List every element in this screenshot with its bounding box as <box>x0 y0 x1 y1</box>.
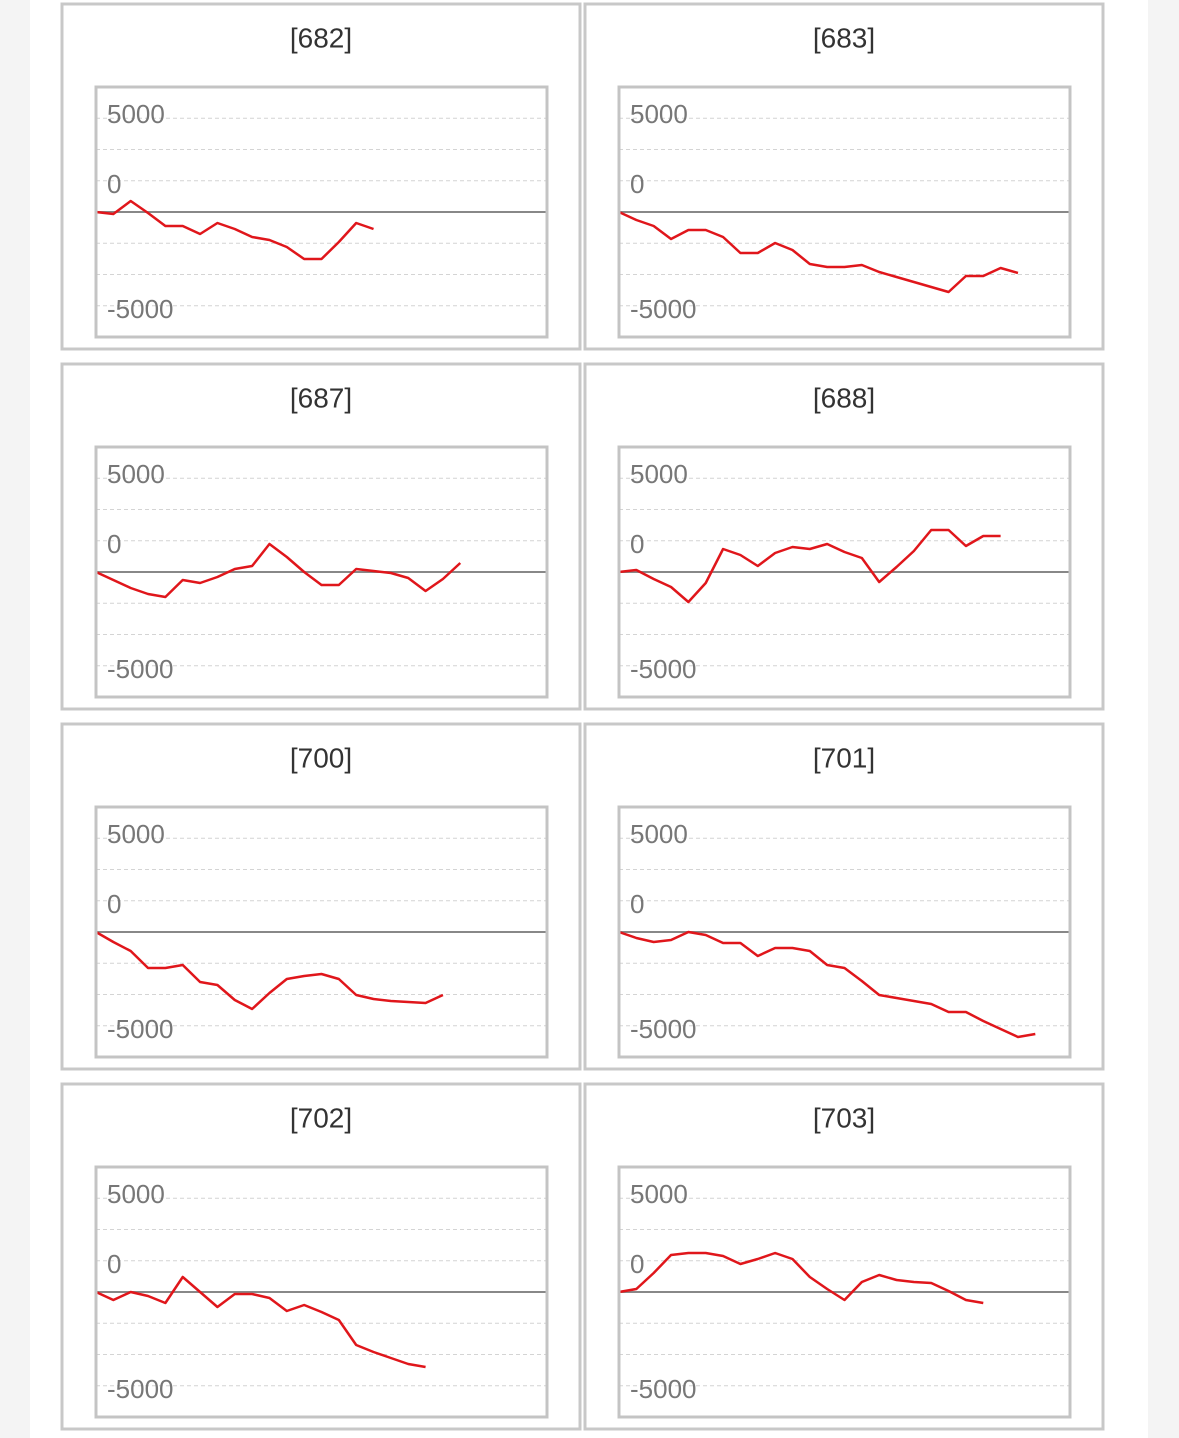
chart-title: [702] <box>290 1102 352 1133</box>
y-tick-label: -5000 <box>630 1014 697 1044</box>
y-tick-label: 5000 <box>107 1179 165 1209</box>
chart-title: [703] <box>813 1102 875 1133</box>
data-line <box>95 542 462 599</box>
y-tick-label: 5000 <box>630 819 688 849</box>
panel <box>583 2 1105 351</box>
panel <box>60 1082 582 1431</box>
y-tick-label: 0 <box>630 889 644 919</box>
data-line <box>618 528 1001 604</box>
panel <box>60 2 582 351</box>
plot-frame <box>617 805 1072 1059</box>
chart-title: [701] <box>813 742 875 773</box>
y-tick-label: 0 <box>107 889 121 919</box>
panel <box>60 722 582 1071</box>
plot-frame <box>617 445 1072 699</box>
plot-frame <box>617 85 1072 339</box>
plot-frame <box>94 805 549 1059</box>
chart-title: [688] <box>813 382 875 413</box>
data-line <box>618 1251 984 1305</box>
data-line <box>618 210 1019 294</box>
panel <box>583 722 1105 1071</box>
y-tick-label: 0 <box>630 529 644 559</box>
data-line <box>95 199 374 261</box>
chart-title: [682] <box>290 22 352 53</box>
plot-frame <box>617 1165 1072 1419</box>
y-tick-label: -5000 <box>630 654 697 684</box>
y-tick-label: 0 <box>107 169 121 199</box>
chart-title: [683] <box>813 22 875 53</box>
plot-frame <box>94 445 549 699</box>
y-tick-label: -5000 <box>630 1374 697 1404</box>
data-line <box>95 930 444 1011</box>
y-tick-label: 5000 <box>630 1179 688 1209</box>
panel <box>60 362 582 711</box>
panel <box>583 1082 1105 1431</box>
y-tick-label: 5000 <box>107 99 165 129</box>
plot-frame <box>94 1165 549 1419</box>
y-tick-label: -5000 <box>107 654 174 684</box>
y-tick-label: -5000 <box>107 1014 174 1044</box>
y-tick-label: 0 <box>107 529 121 559</box>
panel <box>583 362 1105 711</box>
y-tick-label: 0 <box>630 1249 644 1279</box>
y-tick-label: -5000 <box>630 294 697 324</box>
y-tick-label: 5000 <box>630 459 688 489</box>
data-line <box>95 1275 426 1369</box>
y-tick-label: 5000 <box>630 99 688 129</box>
chart-title: [687] <box>290 382 352 413</box>
y-tick-label: 0 <box>630 169 644 199</box>
y-tick-label: 0 <box>107 1249 121 1279</box>
plot-frame <box>94 85 549 339</box>
chart-title: [700] <box>290 742 352 773</box>
y-tick-label: 5000 <box>107 819 165 849</box>
y-tick-label: -5000 <box>107 1374 174 1404</box>
y-tick-label: -5000 <box>107 294 174 324</box>
y-tick-label: 5000 <box>107 459 165 489</box>
data-line <box>618 930 1036 1039</box>
